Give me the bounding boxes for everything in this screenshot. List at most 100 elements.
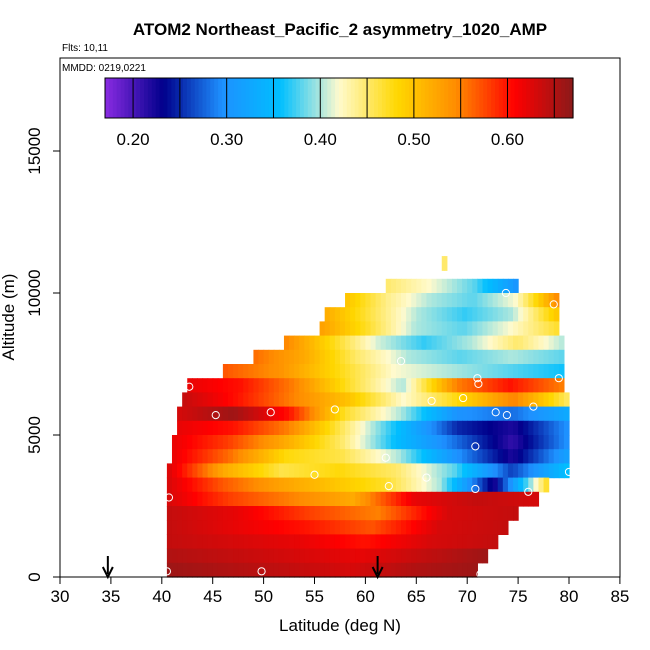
heatmap-cell: [350, 307, 356, 322]
heatmap-cell: [518, 335, 524, 351]
heatmap-cell: [390, 364, 397, 379]
colorbar-segment: [436, 78, 441, 118]
heatmap-cell: [350, 463, 356, 479]
heatmap-cell: [416, 278, 422, 294]
heatmap-cell: [319, 534, 326, 550]
heatmap-cell: [283, 435, 290, 450]
heatmap-cell: [212, 435, 219, 450]
heatmap-cell: [385, 335, 392, 351]
heatmap-cell: [416, 463, 422, 479]
heatmap-cell: [222, 562, 229, 578]
heatmap-cell: [334, 520, 341, 535]
heatmap-cell: [482, 477, 489, 493]
heatmap-cell: [548, 420, 555, 436]
colorbar-tick-label: 0.20: [117, 130, 150, 149]
heatmap-cell: [421, 335, 428, 351]
heatmap-cell: [385, 349, 392, 365]
heatmap-cell: [268, 477, 275, 493]
heatmap-cell: [441, 463, 448, 479]
heatmap-cell: [487, 491, 494, 507]
y-axis-label: Altitude (m): [0, 274, 18, 361]
heatmap-cell: [431, 278, 438, 294]
heatmap-cell: [385, 449, 392, 464]
heatmap-cell: [390, 307, 397, 322]
heatmap-cell: [487, 534, 494, 550]
heatmap-cell: [243, 548, 249, 564]
heatmap-cell: [309, 392, 316, 408]
heatmap-cell: [345, 562, 351, 578]
heatmap-cell: [467, 335, 473, 351]
heatmap-cell: [390, 548, 397, 564]
heatmap-cell: [375, 449, 382, 464]
colorbar-segment: [354, 78, 360, 118]
heatmap-cell: [462, 349, 468, 365]
heatmap-cell: [192, 392, 199, 408]
heatmap-cell: [390, 562, 397, 578]
heatmap-cell: [334, 463, 341, 479]
heatmap-cell: [314, 534, 321, 550]
heatmap-cell: [314, 491, 321, 507]
heatmap-cell: [518, 420, 524, 436]
heatmap-cell: [314, 392, 321, 408]
heatmap-cell: [334, 364, 341, 379]
heatmap-cell: [253, 491, 260, 507]
heatmap-cell: [314, 435, 321, 450]
heatmap-cell: [406, 491, 412, 507]
heatmap-cell: [304, 349, 311, 365]
heatmap-cell: [482, 534, 489, 550]
heatmap-cell: [518, 364, 524, 379]
heatmap-cell: [523, 335, 529, 351]
heatmap-cell: [431, 321, 438, 337]
heatmap-cell: [309, 364, 316, 379]
heatmap-cell: [258, 463, 265, 479]
heatmap-cell: [299, 520, 305, 535]
heatmap-cell: [385, 562, 392, 578]
heatmap-cell: [401, 562, 407, 578]
heatmap-cell: [523, 477, 529, 493]
heatmap-cell: [390, 477, 397, 493]
heatmap-cell: [355, 321, 361, 337]
heatmap-cell: [380, 392, 387, 408]
heatmap-cell: [233, 406, 239, 422]
x-tick-label: 45: [203, 587, 222, 606]
heatmap-cell: [339, 349, 346, 365]
colorbar-segment: [526, 78, 531, 118]
heatmap-cell: [518, 406, 524, 422]
heatmap-cell: [233, 435, 239, 450]
heatmap-cell: [395, 491, 402, 507]
heatmap-cell: [289, 449, 295, 464]
heatmap-cell: [268, 463, 275, 479]
heatmap-cell: [553, 435, 560, 450]
heatmap-cell: [431, 335, 438, 351]
heatmap-cell: [538, 392, 545, 408]
heatmap-cell: [263, 364, 270, 379]
heatmap-cell: [319, 449, 326, 464]
heatmap-cell: [329, 491, 336, 507]
heatmap-cell: [487, 406, 494, 422]
heatmap-cell: [446, 335, 453, 351]
heatmap-cell: [345, 449, 351, 464]
colorbar-segment: [151, 78, 157, 118]
heatmap-cell: [492, 293, 499, 308]
heatmap-cell: [355, 520, 361, 535]
heatmap-cell: [472, 307, 478, 322]
heatmap-cell: [457, 307, 463, 322]
heatmap-cell: [314, 349, 321, 365]
heatmap-cell: [319, 378, 326, 393]
sample-point: [473, 374, 482, 383]
heatmap-cell: [309, 520, 316, 535]
colorbar-segment: [342, 78, 348, 118]
heatmap-cell: [482, 406, 489, 422]
heatmap-cell: [406, 449, 412, 464]
heatmap-cell: [467, 349, 473, 365]
heatmap-cell: [370, 364, 377, 379]
heatmap-cell: [462, 506, 468, 521]
colorbar-segment: [284, 78, 289, 118]
colorbar-segment: [144, 78, 149, 118]
heatmap-cell: [497, 335, 504, 351]
heatmap-cell: [548, 406, 555, 422]
heatmap-cell: [513, 420, 519, 436]
heatmap-cell: [462, 548, 468, 564]
heatmap-cell: [472, 520, 478, 535]
colorbar-segment: [495, 78, 500, 118]
